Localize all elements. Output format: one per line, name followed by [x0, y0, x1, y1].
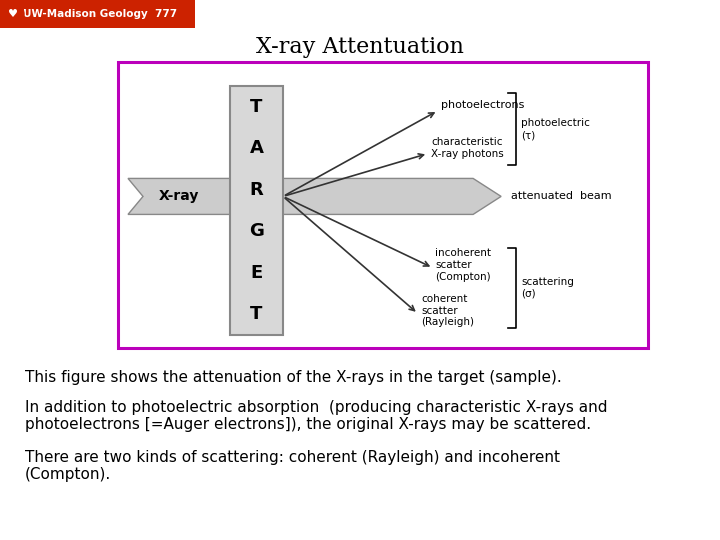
Text: There are two kinds of scattering: coherent (Rayleigh) and incoherent
(Compton).: There are two kinds of scattering: coher… — [25, 450, 560, 482]
Circle shape — [2, 3, 24, 25]
Text: UW-Madison Geology  777: UW-Madison Geology 777 — [23, 9, 177, 19]
Text: scattering
(σ): scattering (σ) — [521, 277, 574, 299]
Text: X-ray: X-ray — [159, 190, 199, 204]
Text: G: G — [249, 222, 264, 240]
Polygon shape — [128, 178, 230, 214]
Text: This figure shows the attenuation of the X-rays in the target (sample).: This figure shows the attenuation of the… — [25, 370, 562, 385]
Text: coherent
scatter
(Rayleigh): coherent scatter (Rayleigh) — [421, 294, 474, 327]
Text: attenuated  beam: attenuated beam — [511, 191, 612, 201]
Text: photoelectrons: photoelectrons — [441, 100, 524, 110]
Text: X-ray Attentuation: X-ray Attentuation — [256, 36, 464, 58]
Text: E: E — [251, 264, 263, 282]
Text: incoherent
scatter
(Compton): incoherent scatter (Compton) — [435, 248, 491, 282]
Text: R: R — [250, 181, 264, 199]
Text: characteristic
X-ray photons: characteristic X-ray photons — [431, 137, 504, 159]
Text: T: T — [251, 98, 263, 116]
Text: T: T — [251, 305, 263, 323]
Text: In addition to photoelectric absorption  (producing characteristic X-rays and
ph: In addition to photoelectric absorption … — [25, 400, 608, 433]
Text: photoelectric
(τ): photoelectric (τ) — [521, 118, 590, 140]
FancyBboxPatch shape — [230, 86, 283, 335]
FancyBboxPatch shape — [0, 0, 195, 28]
Text: ♥: ♥ — [8, 9, 18, 19]
FancyBboxPatch shape — [118, 62, 648, 348]
Polygon shape — [283, 178, 501, 214]
Text: A: A — [250, 139, 264, 157]
